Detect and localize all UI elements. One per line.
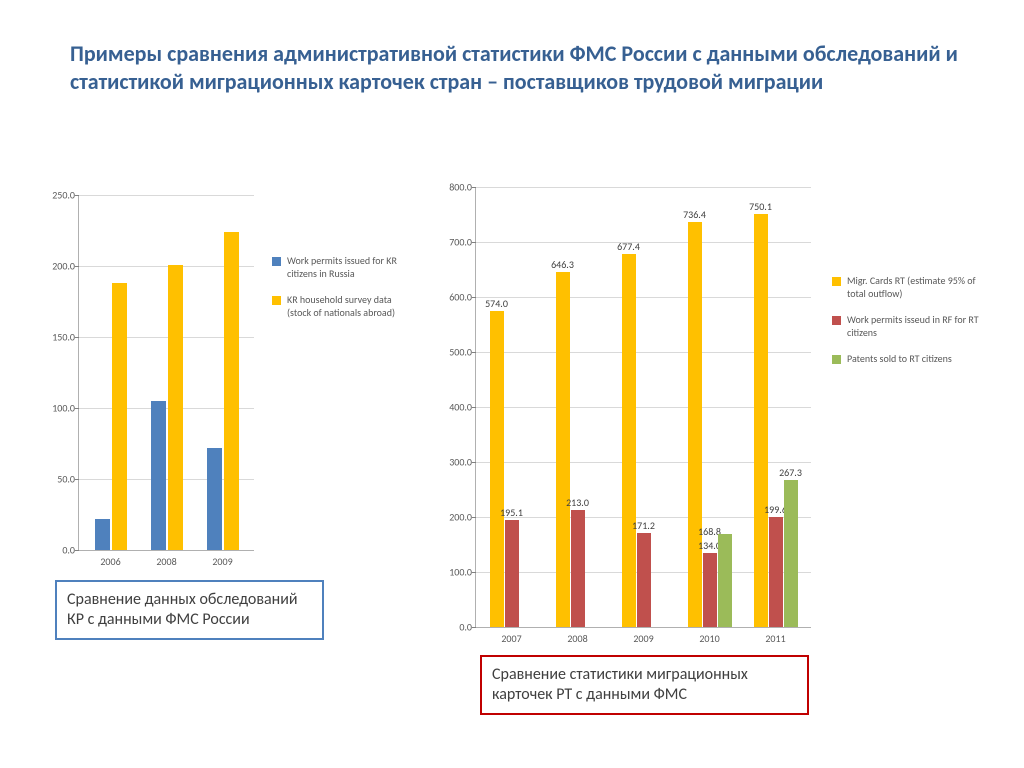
bar bbox=[168, 265, 183, 550]
bar: 750.1 bbox=[754, 214, 768, 627]
slide: Примеры сравнения административной стати… bbox=[0, 0, 1024, 768]
legend-label: Patents sold to RT citizens bbox=[847, 353, 952, 366]
bar-value-label: 750.1 bbox=[749, 200, 772, 213]
x-category-label: 2008 bbox=[156, 555, 176, 568]
legend-item: Patents sold to RT citizens bbox=[832, 353, 982, 366]
legend-swatch bbox=[832, 277, 841, 286]
y-tick-mark bbox=[472, 297, 476, 298]
y-tick-label: 50.0 bbox=[31, 473, 75, 486]
y-tick-label: 100.0 bbox=[31, 402, 75, 415]
y-tick-mark bbox=[75, 479, 79, 480]
legend-item: Work permits issued for KR citizens in R… bbox=[272, 255, 407, 280]
y-tick-label: 400.0 bbox=[428, 401, 472, 414]
y-tick-mark bbox=[472, 572, 476, 573]
bar bbox=[224, 232, 239, 550]
y-tick-mark bbox=[472, 407, 476, 408]
y-tick-label: 300.0 bbox=[428, 456, 472, 469]
bar: 267.3 bbox=[784, 480, 798, 627]
chart-right-legend: Migr. Cards RT (estimate 95% of total ou… bbox=[832, 275, 982, 380]
bar: 171.2 bbox=[637, 533, 651, 627]
chart-left-plot: 0.050.0100.0150.0200.0250.0200620082009 bbox=[78, 195, 254, 551]
bar bbox=[95, 519, 110, 550]
bar-value-label: 736.4 bbox=[683, 208, 706, 221]
y-tick-label: 500.0 bbox=[428, 346, 472, 359]
y-tick-mark bbox=[472, 352, 476, 353]
x-category-label: 2008 bbox=[567, 632, 587, 645]
bar-value-label: 171.2 bbox=[632, 519, 655, 532]
y-tick-label: 250.0 bbox=[31, 189, 75, 202]
bar: 736.4 bbox=[688, 222, 702, 627]
x-category-label: 2009 bbox=[633, 632, 653, 645]
y-tick-label: 600.0 bbox=[428, 291, 472, 304]
bar-value-label: 213.0 bbox=[566, 496, 589, 509]
gridline bbox=[476, 187, 811, 188]
legend-label: KR household survey data (stock of natio… bbox=[287, 294, 407, 319]
bar: 134.0168.8 bbox=[703, 553, 717, 627]
y-tick-mark bbox=[472, 187, 476, 188]
x-category-label: 2009 bbox=[212, 555, 232, 568]
y-tick-label: 150.0 bbox=[31, 331, 75, 344]
legend-label: Work permits isseud in RF for RT citizen… bbox=[847, 314, 982, 339]
chart-left-legend: Work permits issued for KR citizens in R… bbox=[272, 255, 407, 333]
bar: 199.6 bbox=[769, 517, 783, 627]
y-tick-label: 200.0 bbox=[31, 260, 75, 273]
bar: 213.0 bbox=[571, 510, 585, 627]
gridline bbox=[79, 195, 254, 196]
y-tick-mark bbox=[75, 550, 79, 551]
y-tick-mark bbox=[472, 462, 476, 463]
legend-swatch bbox=[272, 296, 281, 305]
chart-right-plot: 0.0100.0200.0300.0400.0500.0600.0700.080… bbox=[475, 187, 811, 628]
bar-value-label: 267.3 bbox=[779, 466, 802, 479]
legend-item: Work permits isseud in RF for RT citizen… bbox=[832, 314, 982, 339]
legend-swatch bbox=[832, 316, 841, 325]
y-tick-label: 700.0 bbox=[428, 236, 472, 249]
y-tick-label: 800.0 bbox=[428, 181, 472, 194]
x-category-label: 2011 bbox=[765, 632, 785, 645]
x-category-label: 2007 bbox=[501, 632, 521, 645]
bar bbox=[207, 448, 222, 550]
page-title: Примеры сравнения административной стати… bbox=[70, 40, 964, 95]
y-tick-label: 0.0 bbox=[31, 544, 75, 557]
y-tick-label: 0.0 bbox=[428, 621, 472, 634]
chart-right-caption: Сравнение статистики миграционных карточ… bbox=[480, 655, 809, 715]
chart-left-caption: Сравнение данных обследований КР с данны… bbox=[55, 580, 324, 640]
bar bbox=[151, 401, 166, 550]
y-tick-mark bbox=[472, 627, 476, 628]
legend-swatch bbox=[272, 257, 281, 266]
x-category-label: 2010 bbox=[699, 632, 719, 645]
legend-label: Migr. Cards RT (estimate 95% of total ou… bbox=[847, 275, 982, 300]
y-tick-mark bbox=[472, 242, 476, 243]
bar-value-label: 677.4 bbox=[617, 240, 640, 253]
bar: 677.4 bbox=[622, 254, 636, 627]
bar: 646.3 bbox=[556, 272, 570, 627]
legend-swatch bbox=[832, 355, 841, 364]
bar: 195.1 bbox=[505, 520, 519, 627]
y-tick-label: 100.0 bbox=[428, 566, 472, 579]
y-tick-mark bbox=[472, 517, 476, 518]
bar-value-label: 574.0 bbox=[485, 297, 508, 310]
y-tick-mark bbox=[75, 195, 79, 196]
bar-value-label: 195.1 bbox=[500, 506, 523, 519]
y-tick-mark bbox=[75, 408, 79, 409]
y-tick-mark bbox=[75, 266, 79, 267]
bar: 574.0 bbox=[490, 311, 504, 627]
y-tick-mark bbox=[75, 337, 79, 338]
bar-value-label: 646.3 bbox=[551, 258, 574, 271]
legend-item: KR household survey data (stock of natio… bbox=[272, 294, 407, 319]
legend-item: Migr. Cards RT (estimate 95% of total ou… bbox=[832, 275, 982, 300]
legend-label: Work permits issued for KR citizens in R… bbox=[287, 255, 407, 280]
bar bbox=[112, 283, 127, 550]
bar bbox=[718, 534, 732, 627]
x-category-label: 2006 bbox=[100, 555, 120, 568]
y-tick-label: 200.0 bbox=[428, 511, 472, 524]
